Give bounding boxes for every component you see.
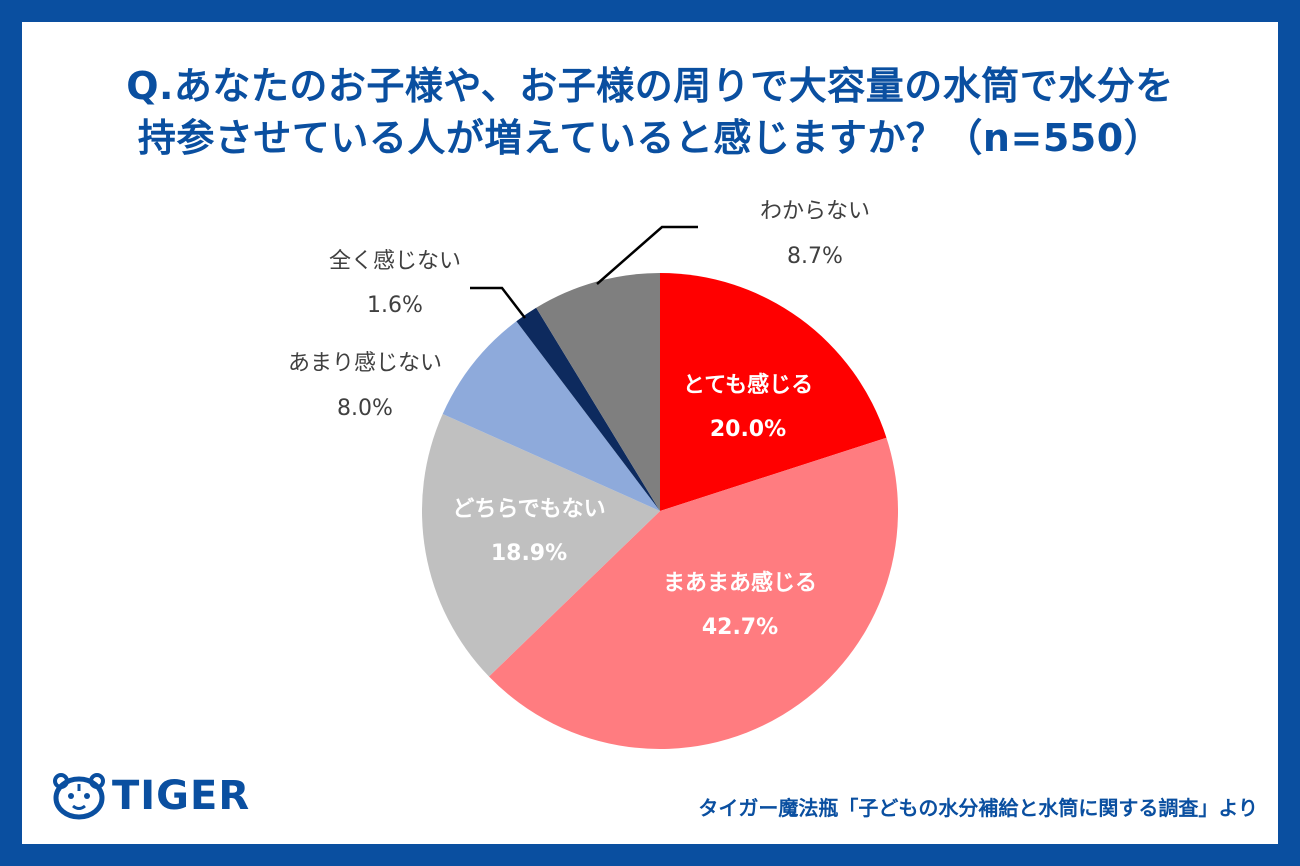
source-note: タイガー魔法瓶「子どもの水分補給と水筒に関する調査」より (698, 796, 1258, 820)
slice-label-5: 全く感じない (329, 249, 461, 274)
pie-slice-4 (442, 321, 660, 511)
pie-slice-6 (536, 273, 660, 511)
slice-value-2: 42.7% (702, 615, 778, 640)
slice-label-6: わからない (760, 199, 870, 224)
slice-label-4: あまり感じない (288, 351, 442, 376)
tiger-logo: TIGER (52, 772, 250, 820)
leader-line-6 (596, 225, 698, 285)
slice-value-1: 20.0% (710, 417, 786, 442)
pie-slice-2 (488, 437, 899, 749)
slice-value-5: 1.6% (367, 293, 423, 318)
pie-slice-3 (422, 413, 660, 677)
slice-value-6: 8.7% (787, 244, 843, 269)
slice-label-1: とても感じる (683, 372, 813, 398)
chart-card: Q.あなたのお子様や、お子様の周りで大容量の水筒で水分を 持参させている人が増え… (22, 22, 1278, 844)
tiger-face-icon (53, 773, 105, 820)
slice-label-2: まあまあ感じる (663, 570, 817, 596)
slice-value-3: 18.9% (491, 541, 567, 566)
leader-line-5 (470, 286, 526, 319)
pie-slice-1 (660, 273, 887, 511)
chart-title: Q.あなたのお子様や、お子様の周りで大容量の水筒で水分を 持参させている人が増え… (22, 60, 1278, 164)
title-line-1: Q.あなたのお子様や、お子様の周りで大容量の水筒で水分を (126, 64, 1174, 108)
pie-chart: とても感じる 20.0% まあまあ感じる 42.7% どちらでもない 18.9% あまり感じ… (288, 199, 899, 749)
pie-slice-5 (516, 307, 660, 511)
slice-label-3: どちらでもない (452, 497, 605, 522)
title-line-2: 持参させている人が増えていると感じますか？（n=550） (137, 116, 1163, 160)
brand-name: TIGER (112, 773, 251, 819)
slice-value-4: 8.0% (337, 396, 393, 421)
